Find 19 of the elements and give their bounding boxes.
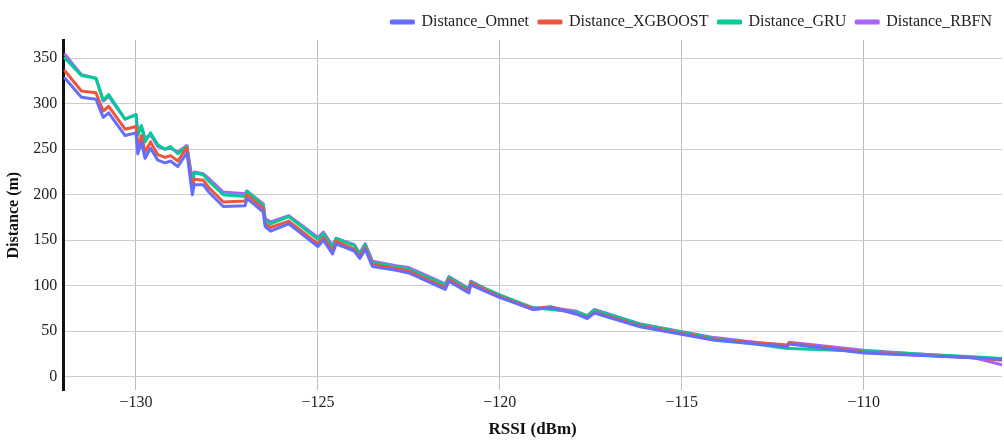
- y-tick-label: 0: [49, 366, 58, 384]
- legend-label: Distance_RBFN: [886, 12, 993, 30]
- y-tick-label: 150: [33, 230, 58, 248]
- legend-label: Distance_Omnet: [421, 12, 530, 30]
- y-tick-label: 50: [41, 321, 58, 339]
- x-tick-label: −120: [483, 393, 517, 411]
- x-tick-label: −110: [847, 393, 880, 411]
- y-tick-label: 100: [33, 275, 58, 293]
- legend-label: Distance_GRU: [748, 12, 847, 30]
- y-tick-label: 300: [33, 93, 58, 111]
- y-tick-label: 350: [33, 48, 58, 66]
- y-tick-label: 250: [33, 139, 58, 157]
- legend-label: Distance_XGBOOST: [568, 12, 709, 30]
- x-tick-label: −115: [665, 393, 699, 411]
- y-tick-label: 200: [33, 184, 58, 202]
- x-tick-label: −130: [119, 393, 153, 411]
- y-axis-title: Distance (m): [3, 171, 22, 259]
- x-axis-title: RSSI (dBm): [488, 419, 577, 439]
- x-tick-label: −125: [301, 393, 335, 411]
